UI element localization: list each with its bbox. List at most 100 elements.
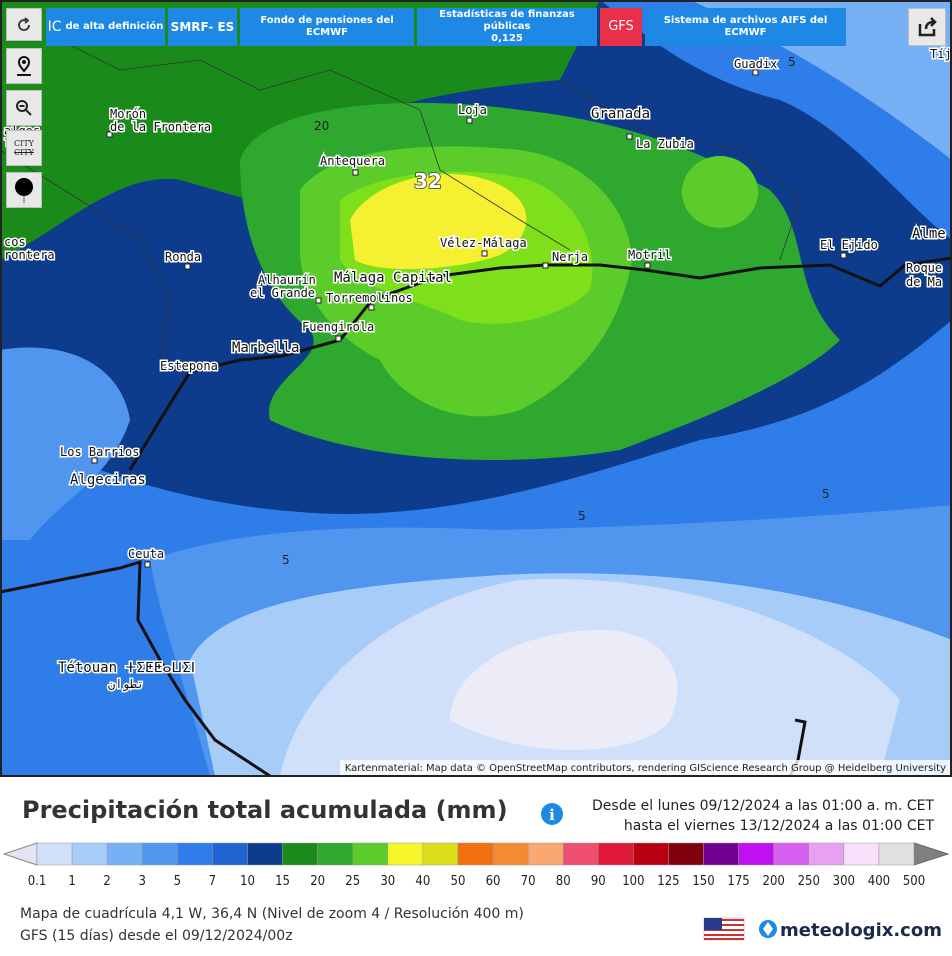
scale-cell: [843, 842, 880, 866]
precip-30-40: [350, 173, 527, 270]
smrf-button[interactable]: SMRF- ES: [168, 8, 237, 46]
scale-cell: [773, 842, 810, 866]
scale-label: 500: [903, 874, 925, 889]
city-dot: [481, 250, 488, 257]
attribution-bg: [340, 760, 950, 775]
border: [559, 79, 801, 261]
place-label: Alme: [912, 226, 946, 242]
model-info: GFS (15 días) desde el 09/12/2024/00z: [20, 928, 293, 944]
place-label: Estepona: [160, 359, 218, 373]
city-dot: [840, 252, 847, 259]
scale-cell: [282, 842, 318, 866]
scale-cell: [106, 842, 143, 866]
map-frame: [0, 0, 952, 777]
city-button[interactable]: CITY CITY: [6, 130, 42, 166]
reload-icon: [18, 16, 30, 31]
scale-arrow-low: [2, 842, 38, 866]
contour-label: 5: [282, 553, 290, 567]
coast: [128, 256, 952, 471]
scale-label: 7: [209, 874, 216, 889]
scale-cell: [177, 842, 213, 866]
button-label: de alta definición: [65, 21, 164, 32]
place-label: Los Barrios: [60, 445, 139, 459]
scale-label: 80: [556, 874, 571, 889]
contour-label: 5: [578, 509, 586, 523]
city-dot: [626, 133, 633, 140]
place-label: Morón: [110, 107, 146, 121]
place-label: La Zubia: [636, 137, 694, 151]
place-label: Alhaurín: [258, 273, 316, 287]
button-label: SMRF- ES: [170, 20, 235, 34]
pin-icon: [17, 56, 31, 76]
place-label: Algeciras: [70, 472, 146, 488]
precip-25-30: [682, 156, 758, 228]
location-button[interactable]: [6, 48, 42, 84]
place-label: Motril: [628, 248, 671, 262]
button-label: 0,125: [491, 33, 523, 44]
scale-cell: [492, 842, 529, 866]
place-label: El Ejido: [820, 238, 878, 252]
scale-cell: [878, 842, 915, 866]
scale-label: 25: [345, 874, 360, 889]
scale-label: 3: [139, 874, 146, 889]
gfs-button[interactable]: GFS: [600, 8, 642, 46]
scale-label: 150: [692, 874, 714, 889]
contour-label: 5: [822, 487, 830, 501]
place-labels: Guadix Tíj Morón de la Frontera Loja Gra…: [3, 46, 952, 694]
place-label: Fuengirola: [302, 320, 374, 334]
scale-label: 100: [622, 874, 644, 889]
info-icon[interactable]: [541, 803, 563, 825]
scale-label: 1: [68, 874, 75, 889]
flag-stripes: [704, 919, 744, 940]
scale-cell: [633, 842, 669, 866]
scale-label: 5: [174, 874, 181, 889]
precip-0-1: [450, 630, 678, 750]
scale-cell: [457, 842, 494, 866]
city-dot: [644, 262, 651, 269]
hd-button[interactable]: IC de alta definición: [46, 8, 165, 46]
scale-label: 70: [521, 874, 536, 889]
city-dot: [144, 561, 151, 568]
contour-label: 20: [314, 119, 329, 133]
scale-cell: [317, 842, 353, 866]
place-label: Granada: [591, 106, 650, 122]
city-dots: [91, 69, 847, 568]
border: [59, 39, 571, 251]
marker-icon: [15, 178, 33, 203]
scale-cell: [668, 842, 704, 866]
brand[interactable]: meteologix.com: [780, 920, 942, 941]
fondo-button[interactable]: Fondo de pensiones del ECMWF: [240, 8, 414, 46]
grid-info: Mapa de cuadrícula 4,1 W, 36,4 N (Nivel …: [20, 906, 524, 922]
city-dot: [466, 117, 473, 124]
scale-label: 15: [275, 874, 290, 889]
place-label: el Grande: [250, 286, 315, 300]
place-label: de Ma: [906, 275, 942, 289]
city-dot: [335, 335, 342, 342]
stats-button[interactable]: Estadísticas de finanzas públicas 0,125: [417, 8, 597, 46]
place-label: rontera: [4, 248, 55, 262]
city-label: CITY: [14, 148, 34, 157]
scale-label: 0.1: [28, 874, 47, 889]
button-label: GFS: [608, 19, 634, 34]
scale-label: 60: [486, 874, 501, 889]
reload-button[interactable]: [6, 8, 42, 41]
place-label: Guadix: [734, 57, 777, 71]
aifs-button[interactable]: Sistema de archivos AIFS del ECMWF: [645, 8, 846, 46]
map: Guadix Tíj Morón de la Frontera Loja Gra…: [0, 0, 952, 778]
scale-cell: [527, 842, 564, 866]
scale-cell: [562, 842, 599, 866]
scale-cell: [387, 842, 424, 866]
button-label: Sistema de archivos AIFS del ECMWF: [663, 15, 828, 38]
contour-label: 5: [788, 55, 796, 69]
scale-label: 175: [727, 874, 749, 889]
scale-cell: [808, 842, 845, 866]
scale-label: 40: [415, 874, 430, 889]
marker-button[interactable]: [6, 172, 42, 208]
city-dot: [542, 262, 549, 269]
place-label: Torremolinos: [326, 291, 413, 305]
precip-3-5: [0, 347, 130, 540]
scale-label: 50: [451, 874, 466, 889]
zoom-button[interactable]: [6, 90, 42, 126]
scale-label: 400: [868, 874, 890, 889]
share-button[interactable]: [908, 8, 946, 46]
